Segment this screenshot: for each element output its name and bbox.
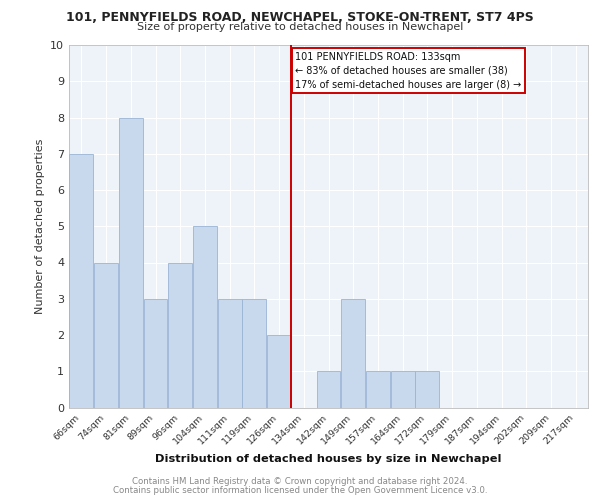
Bar xyxy=(119,118,143,408)
Text: Contains public sector information licensed under the Open Government Licence v3: Contains public sector information licen… xyxy=(113,486,487,495)
Text: Contains HM Land Registry data © Crown copyright and database right 2024.: Contains HM Land Registry data © Crown c… xyxy=(132,477,468,486)
Bar xyxy=(70,154,94,407)
Bar xyxy=(317,371,340,408)
Bar xyxy=(242,299,266,408)
Bar xyxy=(94,262,118,408)
Bar xyxy=(341,299,365,408)
Bar xyxy=(218,299,242,408)
Y-axis label: Number of detached properties: Number of detached properties xyxy=(35,138,44,314)
Bar xyxy=(415,371,439,408)
Text: Size of property relative to detached houses in Newchapel: Size of property relative to detached ho… xyxy=(137,22,463,32)
Bar xyxy=(366,371,390,408)
Bar xyxy=(168,262,192,408)
Bar xyxy=(391,371,415,408)
Text: 101, PENNYFIELDS ROAD, NEWCHAPEL, STOKE-ON-TRENT, ST7 4PS: 101, PENNYFIELDS ROAD, NEWCHAPEL, STOKE-… xyxy=(66,11,534,24)
Bar xyxy=(267,335,291,407)
Text: 101 PENNYFIELDS ROAD: 133sqm
← 83% of detached houses are smaller (38)
17% of se: 101 PENNYFIELDS ROAD: 133sqm ← 83% of de… xyxy=(295,52,521,90)
Bar xyxy=(143,299,167,408)
X-axis label: Distribution of detached houses by size in Newchapel: Distribution of detached houses by size … xyxy=(155,454,502,464)
Bar xyxy=(193,226,217,408)
